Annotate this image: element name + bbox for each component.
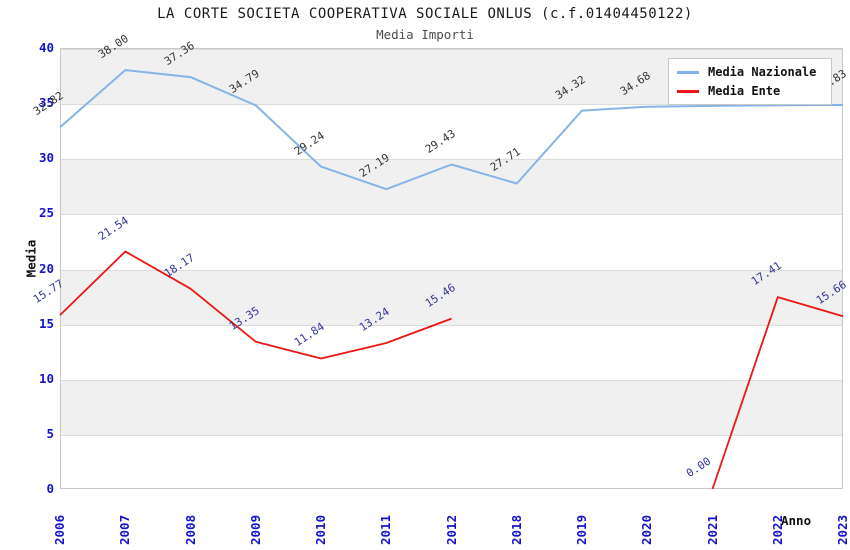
legend-label-nazionale: Media Nazionale <box>708 65 817 79</box>
legend-swatch <box>677 89 699 93</box>
x-tick-label: 2006 <box>52 514 67 545</box>
gridline <box>61 324 842 326</box>
gridline <box>61 269 842 271</box>
y-tick-label: 0 <box>46 481 54 496</box>
gridline <box>61 49 842 50</box>
y-tick-label: 35 <box>38 95 54 111</box>
y-axis-title: Media <box>23 239 39 278</box>
legend-swatch <box>677 70 699 74</box>
y-tick-label: 25 <box>38 205 54 221</box>
legend: Media Nazionale Media Ente <box>668 58 832 105</box>
y-tick-label: 10 <box>38 370 54 386</box>
x-tick-label: 2011 <box>378 514 394 545</box>
gridline <box>61 434 842 436</box>
plot-band <box>61 379 842 435</box>
gridline <box>61 214 842 216</box>
legend-item-ente: Media Ente <box>677 84 823 98</box>
plot-area <box>60 48 843 489</box>
gridline <box>61 379 842 381</box>
y-tick-label: 5 <box>46 425 54 441</box>
x-tick-label: 2020 <box>639 514 655 545</box>
x-tick-label: 2008 <box>182 514 198 545</box>
x-tick-label: 2010 <box>313 514 328 545</box>
x-axis-title: Anno <box>781 513 812 528</box>
chart-subtitle: Media Importi <box>376 27 474 42</box>
plot-band <box>61 324 842 380</box>
plot-band <box>61 214 842 270</box>
gridline <box>61 159 842 161</box>
x-tick-label: 2018 <box>508 514 524 545</box>
y-tick-label: 15 <box>38 315 54 331</box>
plot-band <box>61 269 842 325</box>
x-tick-label: 2023 <box>835 514 850 545</box>
y-tick-label: 30 <box>38 150 54 166</box>
chart-title: LA CORTE SOCIETA COOPERATIVA SOCIALE ONL… <box>157 6 693 22</box>
x-tick-label: 2009 <box>247 514 263 545</box>
x-tick-label: 2021 <box>704 514 720 545</box>
legend-label-ente: Media Ente <box>708 84 781 98</box>
plot-band <box>61 104 842 160</box>
x-tick-label: 2012 <box>443 514 459 545</box>
y-tick-label: 40 <box>38 40 54 55</box>
plot-band <box>61 434 842 488</box>
x-tick-label: 2007 <box>117 514 133 545</box>
plot-band <box>61 159 842 215</box>
legend-item-nazionale: Media Nazionale <box>677 65 823 79</box>
x-tick-label: 2019 <box>574 514 589 545</box>
